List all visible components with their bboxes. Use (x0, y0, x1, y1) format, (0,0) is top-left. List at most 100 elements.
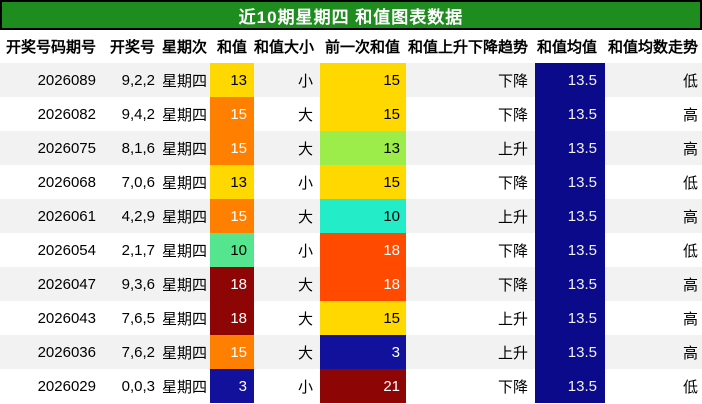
cell-weekday: 星期四 (160, 233, 210, 267)
cell-numbers: 2,1,7 (110, 233, 160, 267)
cell-size: 小 (254, 233, 320, 267)
cell-period: 2026082 (0, 97, 110, 131)
cell-trend: 下降 (406, 267, 535, 301)
cell-trend: 下降 (406, 165, 535, 199)
cell-avg: 13.5 (535, 267, 605, 301)
cell-prev: 3 (320, 335, 406, 369)
table-row: 2026043 7,6,5 星期四 18 大 15 上升 13.5 高 (0, 301, 702, 335)
cell-trend: 下降 (406, 369, 535, 403)
cell-avg: 13.5 (535, 369, 605, 403)
cell-size: 大 (254, 335, 320, 369)
cell-sum: 13 (210, 165, 254, 199)
cell-weekday: 星期四 (160, 131, 210, 165)
cell-period: 2026036 (0, 335, 110, 369)
cell-avg_trend: 高 (605, 131, 702, 165)
cell-trend: 下降 (406, 97, 535, 131)
cell-avg: 13.5 (535, 199, 605, 233)
cell-numbers: 9,2,2 (110, 63, 160, 97)
cell-period: 2026068 (0, 165, 110, 199)
cell-sum: 15 (210, 97, 254, 131)
table-row: 2026089 9,2,2 星期四 13 小 15 下降 13.5 低 (0, 63, 702, 97)
header-sum: 和值 (210, 30, 254, 63)
cell-avg_trend: 低 (605, 233, 702, 267)
cell-numbers: 0,0,3 (110, 369, 160, 403)
cell-numbers: 7,6,5 (110, 301, 160, 335)
cell-numbers: 9,3,6 (110, 267, 160, 301)
cell-avg: 13.5 (535, 63, 605, 97)
cell-size: 小 (254, 165, 320, 199)
cell-size: 大 (254, 97, 320, 131)
cell-sum: 18 (210, 267, 254, 301)
cell-period: 2026061 (0, 199, 110, 233)
cell-period: 2026029 (0, 369, 110, 403)
table-row: 2026068 7,0,6 星期四 13 小 15 下降 13.5 低 (0, 165, 702, 199)
cell-numbers: 7,6,2 (110, 335, 160, 369)
sum-value-table: 开奖号码期号 开奖号 星期次 和值 和值大小 前一次和值 和值上升下降趋势 和值… (0, 30, 702, 403)
cell-avg: 13.5 (535, 131, 605, 165)
cell-size: 大 (254, 199, 320, 233)
cell-avg: 13.5 (535, 97, 605, 131)
table-row: 2026036 7,6,2 星期四 15 大 3 上升 13.5 高 (0, 335, 702, 369)
table-row: 2026061 4,2,9 星期四 15 大 10 上升 13.5 高 (0, 199, 702, 233)
table-row: 2026029 0,0,3 星期四 3 小 21 下降 13.5 低 (0, 369, 702, 403)
header-sum-mean: 和值均值 (535, 30, 605, 63)
cell-weekday: 星期四 (160, 97, 210, 131)
cell-prev: 13 (320, 131, 406, 165)
cell-prev: 15 (320, 165, 406, 199)
cell-size: 小 (254, 369, 320, 403)
header-mean-trend: 和值均数走势 (605, 30, 702, 63)
cell-avg_trend: 高 (605, 335, 702, 369)
cell-size: 大 (254, 301, 320, 335)
cell-prev: 15 (320, 97, 406, 131)
cell-trend: 上升 (406, 335, 535, 369)
cell-period: 2026089 (0, 63, 110, 97)
cell-sum: 15 (210, 131, 254, 165)
cell-avg: 13.5 (535, 335, 605, 369)
cell-numbers: 4,2,9 (110, 199, 160, 233)
table-title-bar: 近10期星期四 和值图表数据 (0, 0, 702, 30)
cell-prev: 15 (320, 301, 406, 335)
header-period: 开奖号码期号 (0, 30, 110, 63)
cell-avg_trend: 高 (605, 199, 702, 233)
cell-prev: 10 (320, 199, 406, 233)
table-row: 2026047 9,3,6 星期四 18 大 18 下降 13.5 高 (0, 267, 702, 301)
cell-period: 2026075 (0, 131, 110, 165)
cell-weekday: 星期四 (160, 165, 210, 199)
cell-sum: 15 (210, 335, 254, 369)
cell-avg: 13.5 (535, 165, 605, 199)
header-numbers: 开奖号 (110, 30, 160, 63)
cell-sum: 10 (210, 233, 254, 267)
cell-avg: 13.5 (535, 233, 605, 267)
table-row: 2026082 9,4,2 星期四 15 大 15 下降 13.5 高 (0, 97, 702, 131)
table-row: 2026054 2,1,7 星期四 10 小 18 下降 13.5 低 (0, 233, 702, 267)
cell-weekday: 星期四 (160, 267, 210, 301)
cell-trend: 上升 (406, 301, 535, 335)
table-header-row: 开奖号码期号 开奖号 星期次 和值 和值大小 前一次和值 和值上升下降趋势 和值… (0, 30, 702, 63)
cell-weekday: 星期四 (160, 301, 210, 335)
cell-numbers: 8,1,6 (110, 131, 160, 165)
table-row: 2026075 8,1,6 星期四 15 大 13 上升 13.5 高 (0, 131, 702, 165)
cell-avg_trend: 高 (605, 267, 702, 301)
cell-prev: 18 (320, 233, 406, 267)
cell-period: 2026047 (0, 267, 110, 301)
cell-numbers: 7,0,6 (110, 165, 160, 199)
cell-avg_trend: 低 (605, 63, 702, 97)
cell-weekday: 星期四 (160, 335, 210, 369)
cell-period: 2026043 (0, 301, 110, 335)
cell-size: 大 (254, 267, 320, 301)
cell-size: 大 (254, 131, 320, 165)
cell-avg_trend: 高 (605, 97, 702, 131)
cell-trend: 下降 (406, 233, 535, 267)
cell-size: 小 (254, 63, 320, 97)
cell-prev: 18 (320, 267, 406, 301)
header-trend: 和值上升下降趋势 (406, 30, 535, 63)
cell-prev: 21 (320, 369, 406, 403)
cell-trend: 上升 (406, 199, 535, 233)
cell-period: 2026054 (0, 233, 110, 267)
header-prev-sum: 前一次和值 (320, 30, 406, 63)
cell-avg: 13.5 (535, 301, 605, 335)
table-body: 2026089 9,2,2 星期四 13 小 15 下降 13.5 低 2026082 9,4,2 星… (0, 63, 702, 403)
header-weekday: 星期次 (160, 30, 210, 63)
cell-avg_trend: 高 (605, 301, 702, 335)
